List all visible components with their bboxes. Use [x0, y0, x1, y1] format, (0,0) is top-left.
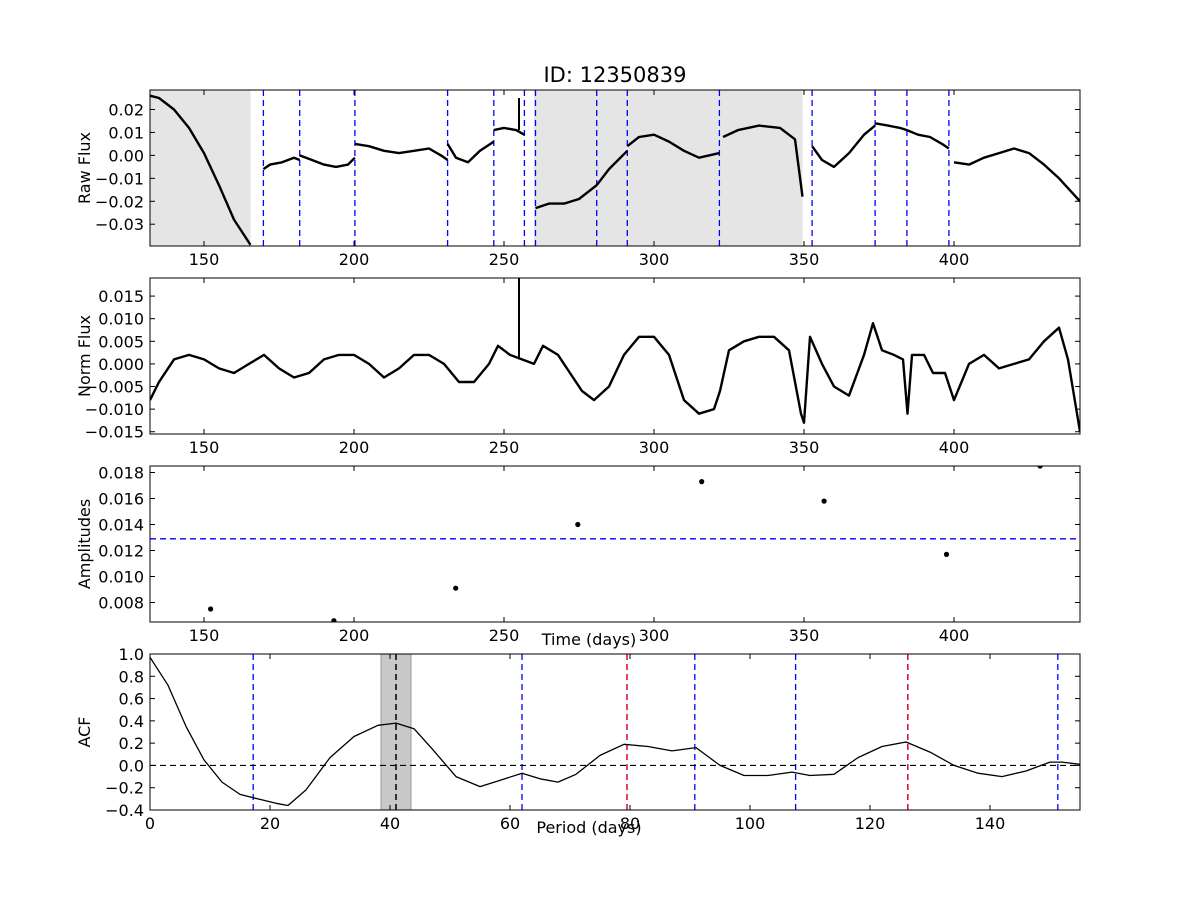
y-tick-label: 0.015 [98, 287, 144, 306]
y-tick-label: 0.6 [119, 690, 144, 709]
y-tick-label: −0.005 [85, 378, 144, 397]
x-tick-label: 350 [789, 626, 820, 645]
x-tick-label: 250 [489, 626, 520, 645]
y-tick-label: −0.02 [95, 192, 144, 211]
y-tick-label: 0.005 [98, 332, 144, 351]
y-tick-label: 0.01 [108, 123, 144, 142]
amplitude-point [1037, 466, 1043, 469]
y-tick-label: −0.015 [85, 423, 144, 442]
y-tick-label: −0.010 [85, 400, 144, 419]
amplitude-point [453, 585, 459, 591]
x-tick-label: 250 [489, 438, 520, 457]
x-tick-label: 350 [789, 250, 820, 269]
y-tick-label: 0.00 [108, 146, 144, 165]
flux-segment [722, 124, 804, 197]
chart-title: ID: 12350839 [543, 63, 686, 87]
axes-frame [149, 277, 1081, 435]
y-axis-label: Norm Flux [75, 315, 94, 397]
y-tick-label: 0.02 [108, 101, 144, 120]
y-tick-label: 1.0 [119, 645, 144, 664]
flux-segment [150, 94, 252, 246]
x-tick-label: 300 [639, 250, 670, 269]
x-axis-label: Time (days) [541, 630, 637, 649]
axes-frame [149, 89, 1081, 247]
flux-segment [626, 133, 720, 159]
plot-area [150, 654, 1080, 810]
axes-frame [149, 653, 1081, 811]
x-tick-label: 200 [339, 438, 370, 457]
flux-segment [811, 124, 876, 169]
raw-flux-panel: 150 200 250 300 350 400 −0.03 −0.02 −0.01 0.00 0.0… [75, 89, 1081, 269]
x-axis-label: Period (days) [536, 818, 641, 837]
y-tick-label: 0.010 [98, 568, 144, 587]
x-tick-label: 40 [380, 814, 400, 833]
x-tick-label: 200 [339, 250, 370, 269]
plot-area [150, 278, 1080, 432]
norm-flux-line [150, 322, 1080, 432]
y-tick-label: −0.03 [95, 215, 144, 234]
y-tick-label: 0.0 [119, 756, 144, 775]
flux-segment [299, 154, 356, 169]
x-tick-label: 0 [145, 814, 155, 833]
x-tick-label: 140 [975, 814, 1006, 833]
x-tick-label: 400 [939, 250, 970, 269]
flux-segment [262, 156, 301, 171]
plot-area [150, 90, 1080, 246]
amplitude-point [575, 521, 581, 528]
y-tick-label: 0.018 [98, 464, 144, 483]
x-tick-label: 350 [789, 438, 820, 457]
y-tick-label: −0.2 [105, 779, 144, 798]
x-tick-label: 60 [500, 814, 520, 833]
norm-flux-panel: 150 200 250 300 350 400 −0.015 −0.010 −0.005 0.00… [75, 277, 1081, 457]
y-tick-label: −0.01 [95, 169, 144, 188]
flux-segment [953, 147, 1080, 203]
x-tick-label: 400 [939, 626, 970, 645]
x-tick-label: 400 [939, 438, 970, 457]
y-tick-label: 0.012 [98, 542, 144, 561]
y-tick-label: −0.4 [105, 801, 144, 820]
y-axis-label: ACF [75, 716, 94, 747]
x-tick-label: 150 [189, 438, 220, 457]
flux-segment [446, 140, 495, 164]
flux-segment [493, 126, 525, 136]
y-axis-label: Raw Flux [75, 132, 94, 204]
y-tick-label: 0.010 [98, 310, 144, 329]
x-tick-label: 20 [260, 814, 280, 833]
flux-segment [874, 122, 908, 132]
plot-area [150, 466, 1080, 622]
y-tick-label: 0.008 [98, 594, 144, 613]
axes-frame [149, 465, 1081, 623]
x-tick-label: 300 [639, 438, 670, 457]
amplitude-point [821, 498, 827, 504]
y-axis-label: Amplitudes [75, 499, 94, 589]
flux-segment [354, 142, 449, 161]
amplitude-point [699, 479, 705, 485]
amplitude-point [943, 551, 950, 558]
x-tick-label: 150 [189, 626, 220, 645]
y-tick-label: 0.8 [119, 667, 144, 686]
amplitudes-panel: 150 200 250 300 350 400 0.008 0.010 0.012 0.014 0.… [75, 464, 1081, 649]
x-tick-label: 100 [735, 814, 766, 833]
flux-segment [595, 149, 629, 186]
acf-panel: 0 20 40 60 80 100 120 140 −0.4 −0.2 0.0 0.2 0.4 0.6 0.… [75, 645, 1081, 837]
amplitude-point [208, 606, 214, 612]
x-tick-label: 80 [620, 814, 640, 833]
flux-segment [906, 128, 950, 150]
x-tick-label: 200 [339, 626, 370, 645]
x-tick-label: 150 [189, 250, 220, 269]
x-tick-label: 250 [489, 250, 520, 269]
x-tick-label: 300 [639, 626, 670, 645]
acf-line [150, 656, 1080, 807]
y-tick-label: 0.4 [119, 712, 144, 731]
shaded-region [534, 90, 803, 246]
y-tick-label: 0.016 [98, 490, 144, 509]
flux-segment [535, 184, 598, 210]
y-tick-label: 0.2 [119, 734, 144, 753]
y-tick-label: 0.014 [98, 516, 144, 535]
x-tick-label: 120 [855, 814, 886, 833]
y-tick-label: 0.000 [98, 355, 144, 374]
amplitude-point [331, 618, 337, 622]
